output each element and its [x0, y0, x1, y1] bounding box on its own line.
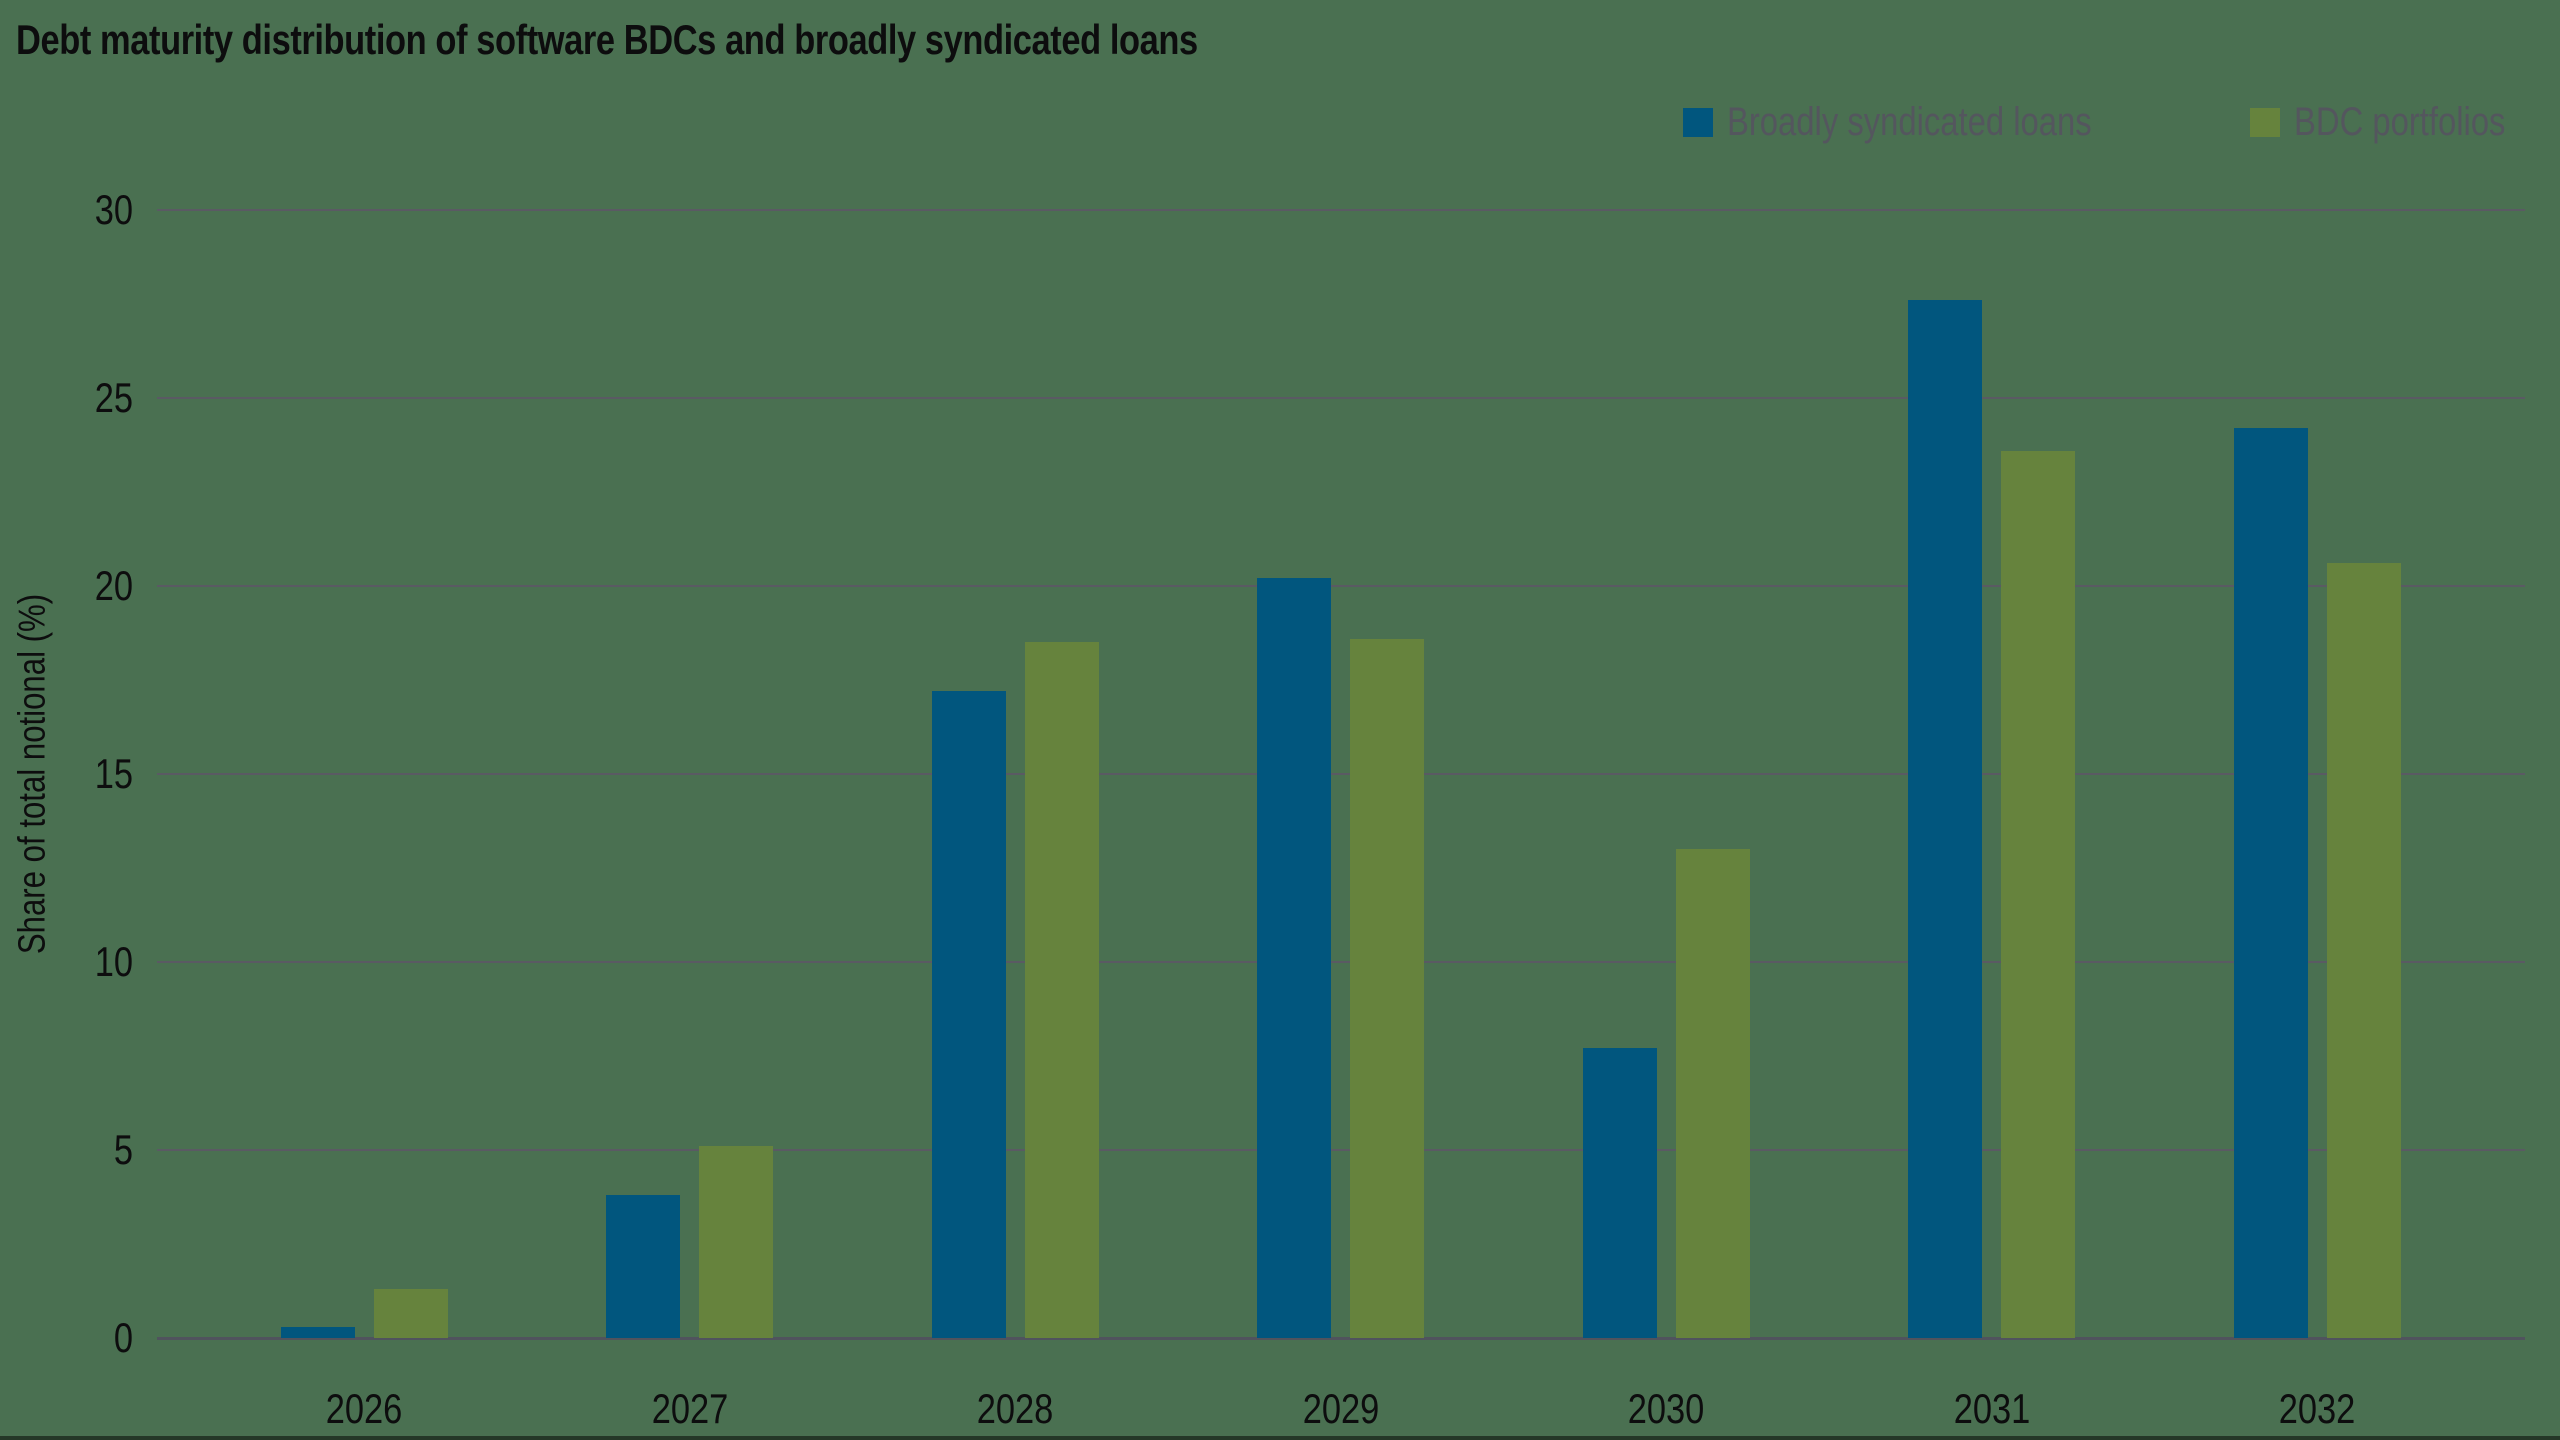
gridline-10	[157, 961, 2525, 963]
y-tick-label-20: 20	[94, 562, 133, 609]
legend-swatch-bdc-portfolios	[2250, 107, 2280, 137]
bar-2027-bdc-portfolios	[699, 1146, 773, 1338]
gridline-20	[157, 585, 2525, 587]
chart-title: Debt maturity distribution of software B…	[16, 16, 1198, 63]
bar-2028-broadly-syndicated-loans	[932, 691, 1006, 1338]
gridline-0	[157, 1337, 2525, 1340]
bar-2031-broadly-syndicated-loans	[1908, 300, 1982, 1338]
bar-2029-bdc-portfolios	[1350, 639, 1424, 1338]
bar-2032-bdc-portfolios	[2327, 563, 2401, 1338]
bar-2029-broadly-syndicated-loans	[1257, 578, 1331, 1338]
y-tick-label-25: 25	[94, 374, 133, 421]
bar-2032-broadly-syndicated-loans	[2234, 428, 2308, 1338]
x-tick-label-2028: 2028	[976, 1385, 1054, 1432]
bar-2030-bdc-portfolios	[1676, 849, 1750, 1338]
y-tick-label-10: 10	[94, 938, 133, 985]
bar-2030-broadly-syndicated-loans	[1583, 1048, 1657, 1338]
legend-label-bdc-portfolios: BDC portfolios	[2294, 99, 2506, 144]
bar-2026-broadly-syndicated-loans	[281, 1327, 355, 1338]
bar-2031-bdc-portfolios	[2001, 451, 2075, 1338]
y-tick-label-0: 0	[113, 1314, 133, 1361]
plot-area	[157, 209, 2525, 1340]
bottom-edge-line	[0, 1436, 2560, 1440]
gridline-5	[157, 1149, 2525, 1151]
bar-2026-bdc-portfolios	[374, 1289, 448, 1338]
x-tick-label-2026: 2026	[325, 1385, 403, 1432]
gridline-25	[157, 397, 2525, 399]
x-tick-label-2032: 2032	[2278, 1385, 2356, 1432]
y-tick-label-30: 30	[94, 186, 133, 233]
y-tick-label-15: 15	[94, 750, 133, 797]
x-tick-label-2030: 2030	[1627, 1385, 1705, 1432]
legend: Broadly syndicated loans BDC portfolios	[0, 94, 2560, 150]
bar-2027-broadly-syndicated-loans	[606, 1195, 680, 1338]
y-tick-label-5: 5	[113, 1126, 133, 1173]
gridline-30	[157, 209, 2525, 211]
legend-item-bdc-portfolios: BDC portfolios	[2250, 94, 2552, 150]
x-tick-label-2029: 2029	[1302, 1385, 1380, 1432]
legend-swatch-broadly-syndicated-loans	[1683, 107, 1713, 137]
legend-label-broadly-syndicated-loans: Broadly syndicated loans	[1727, 99, 2092, 144]
x-tick-label-2027: 2027	[651, 1385, 729, 1432]
bar-2028-bdc-portfolios	[1025, 642, 1099, 1338]
legend-item-broadly-syndicated-loans: Broadly syndicated loans	[1683, 94, 2172, 150]
x-tick-label-2031: 2031	[1953, 1385, 2031, 1432]
gridline-15	[157, 773, 2525, 775]
